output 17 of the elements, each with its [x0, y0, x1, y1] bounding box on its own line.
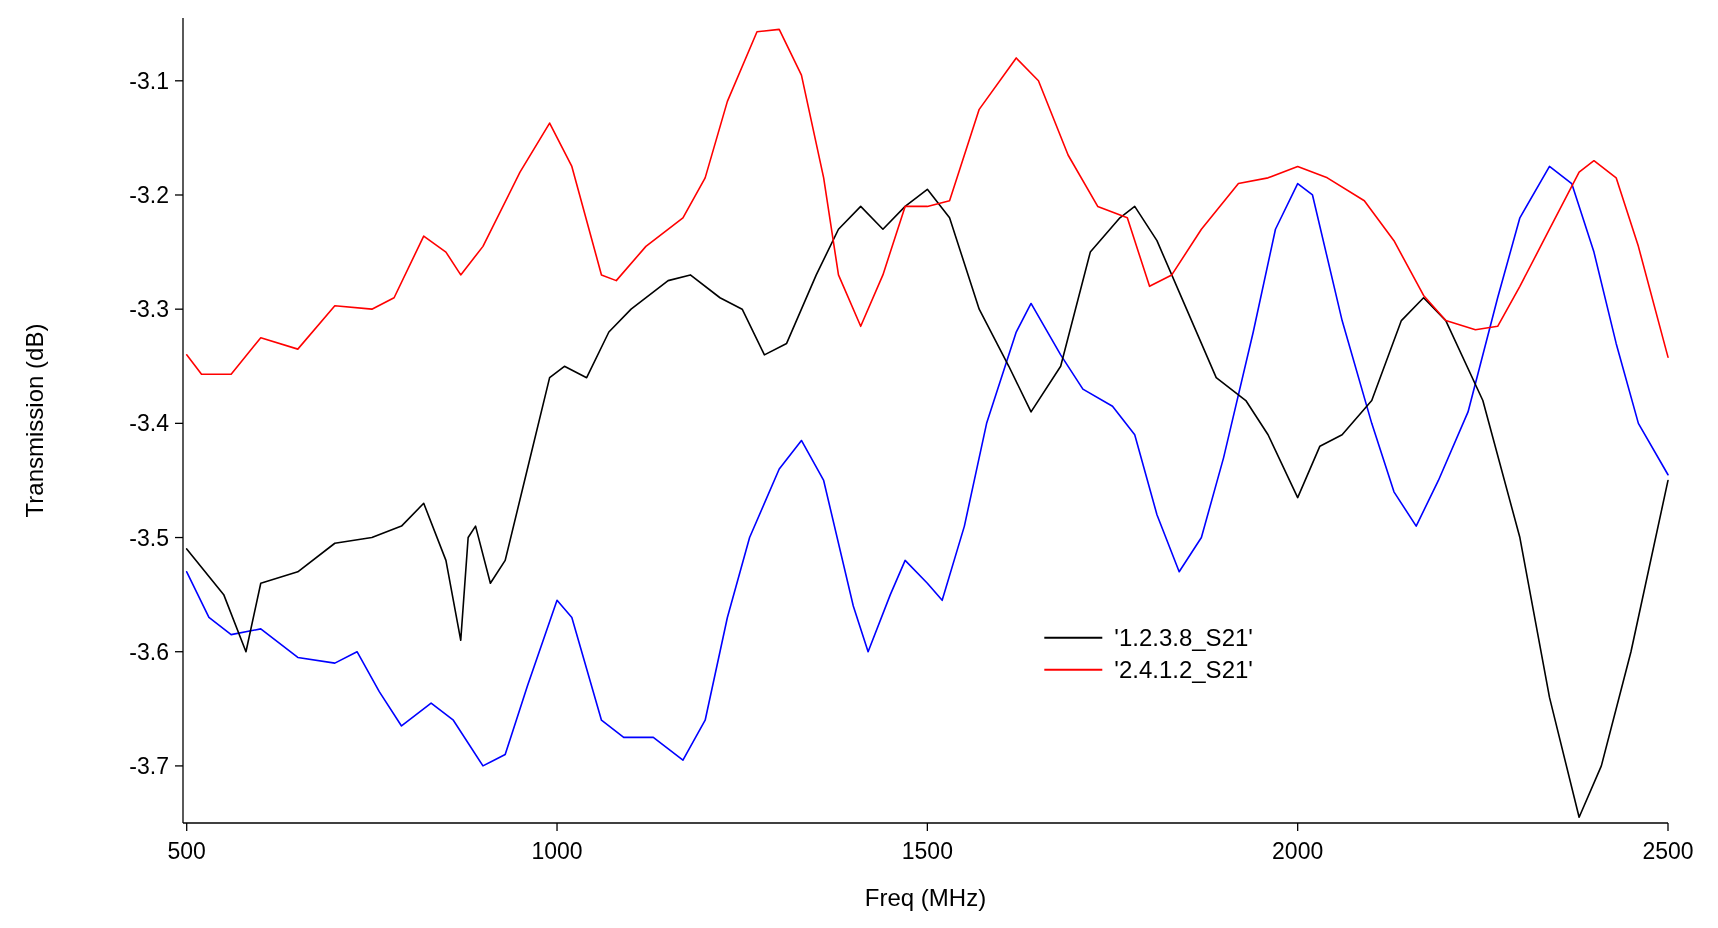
y-tick-label: -3.7 — [129, 752, 169, 779]
x-tick-label: 2000 — [1272, 838, 1324, 864]
y-tick-label: -3.3 — [129, 296, 169, 323]
y-tick-label: -3.4 — [129, 410, 170, 437]
line-series — [185, 28, 1669, 376]
y-tick-label: -3.5 — [129, 524, 169, 551]
y-tick-label: -3.2 — [129, 182, 169, 209]
x-tick-label: 1500 — [901, 838, 953, 864]
y-axis-title: Transmission (dB) — [21, 323, 48, 518]
y-tick-label: -3.6 — [129, 638, 169, 665]
y-tick-label: -3.1 — [129, 67, 169, 94]
x-tick-label: 500 — [167, 838, 206, 864]
legend-label: '2.4.1.2_S21' — [1114, 656, 1253, 684]
x-tick-label: 2500 — [1642, 838, 1694, 864]
x-tick-label: 1000 — [531, 838, 583, 864]
legend-label: '1.2.3.8_S21' — [1114, 624, 1253, 652]
x-axis-title: Freq (MHz) — [864, 884, 987, 911]
